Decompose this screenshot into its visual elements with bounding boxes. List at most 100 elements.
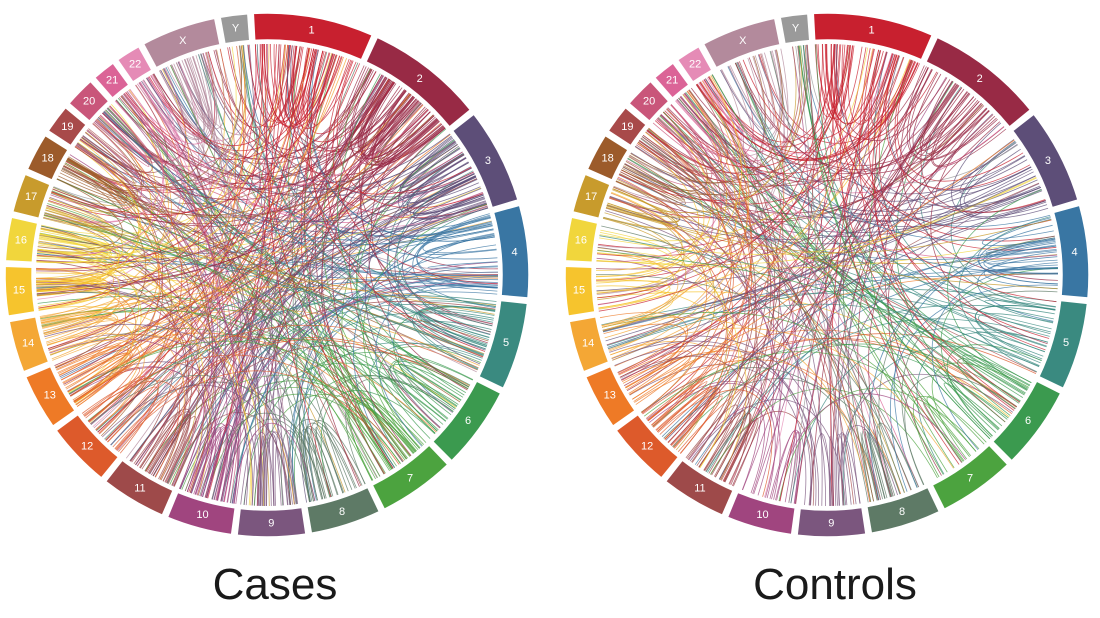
link-arc	[842, 345, 1040, 506]
link-arc	[292, 45, 330, 122]
link-arc	[825, 43, 888, 125]
chromosome-label-1: 1	[309, 25, 315, 37]
link-arc	[976, 331, 1046, 364]
link-arc	[90, 375, 310, 503]
chromosome-label-1: 1	[869, 25, 875, 37]
link-arc	[49, 334, 295, 505]
link-arc	[126, 91, 311, 502]
link-arc	[136, 79, 180, 141]
link-arc	[742, 46, 810, 491]
link-arc	[840, 44, 960, 465]
link-arc	[290, 45, 475, 198]
link-arc	[371, 92, 440, 164]
link-arc	[617, 177, 775, 494]
chromosome-segment-21	[93, 61, 130, 100]
link-arc	[74, 56, 344, 404]
link-arc	[36, 68, 190, 286]
link-arc	[97, 48, 314, 433]
link-arc	[43, 320, 115, 351]
chromosome-label-19: 19	[621, 121, 633, 133]
link-arc	[748, 57, 977, 166]
link-arc	[46, 205, 228, 501]
link-arc	[41, 225, 484, 356]
link-arc	[602, 175, 1036, 332]
link-arc	[76, 144, 288, 506]
link-arc	[830, 49, 880, 506]
chromosome-label-15: 15	[573, 285, 585, 297]
chromosome-segment-13	[584, 365, 637, 428]
link-arc	[39, 235, 206, 492]
link-arc	[332, 60, 498, 285]
link-arc	[39, 95, 169, 318]
link-arc	[256, 111, 431, 506]
link-arc	[36, 253, 416, 453]
link-arc	[639, 56, 904, 188]
link-arc	[625, 355, 689, 396]
link-arc	[794, 76, 947, 504]
link-arc	[37, 76, 183, 300]
link-arc	[37, 250, 189, 480]
link-arc	[202, 284, 498, 497]
chromosome-label-5: 5	[1063, 337, 1069, 349]
link-arc	[94, 120, 477, 223]
link-arc	[62, 352, 128, 393]
chromosome-label-22: 22	[689, 58, 701, 70]
link-arc	[51, 190, 373, 481]
panel-caption-cases: Cases	[212, 560, 338, 609]
link-arc	[640, 138, 901, 495]
link-arc	[607, 273, 1059, 348]
link-arc	[351, 77, 390, 138]
link-arc	[610, 327, 954, 469]
chromosome-segment-8	[865, 486, 941, 535]
link-arc	[220, 418, 326, 502]
link-arc	[622, 111, 708, 191]
link-arc	[231, 423, 316, 504]
link-arc	[310, 50, 486, 352]
chromosome-label-20: 20	[643, 96, 655, 108]
link-arc	[721, 53, 774, 132]
chromosome-label-9: 9	[268, 518, 274, 530]
circos-panel-controls: 1 2 3 4 5 6 7 8 9 10 11 12 13 14 15 16 17 18 19 20 21 22 X Y Co…	[560, 0, 1100, 618]
link-arc	[728, 55, 772, 130]
link-arc	[256, 44, 496, 307]
link-arc	[609, 45, 803, 213]
link-arc	[688, 89, 772, 474]
link-arc	[170, 65, 427, 443]
chromosome-segment-17	[11, 173, 52, 220]
link-arc	[102, 112, 488, 234]
link-arc	[60, 114, 434, 219]
chromosome-label-22: 22	[129, 58, 141, 70]
link-arc	[597, 250, 1031, 386]
chromosome-segment-19	[607, 106, 648, 147]
link-arc	[407, 157, 485, 215]
link-arc	[44, 212, 495, 315]
chromosome-segment-3	[451, 113, 519, 209]
chromosome-segment-21	[653, 61, 690, 100]
link-arc	[597, 43, 823, 299]
link-arc	[272, 435, 282, 506]
chromosome-segment-18	[26, 134, 70, 182]
link-arc	[975, 305, 1056, 360]
link-arc	[834, 434, 852, 506]
chromosome-segment-20	[67, 80, 110, 123]
link-arc	[76, 143, 238, 503]
link-layer-controls	[595, 43, 1059, 507]
chromosome-segment-6	[991, 380, 1062, 462]
link-arc	[596, 45, 853, 281]
link-arc	[987, 254, 1058, 264]
link-arc	[596, 252, 675, 309]
chromosome-segment-2	[364, 36, 472, 128]
link-arc	[830, 183, 1040, 507]
link-arc	[86, 130, 362, 487]
link-arc	[771, 430, 797, 503]
link-arc	[742, 50, 884, 140]
link-arc	[338, 67, 372, 131]
link-arc	[62, 354, 131, 401]
link-arc	[296, 102, 422, 502]
link-arc	[146, 413, 191, 482]
link-arc	[867, 49, 1050, 339]
link-arc	[94, 68, 186, 162]
chromosome-segment-12	[615, 413, 680, 480]
